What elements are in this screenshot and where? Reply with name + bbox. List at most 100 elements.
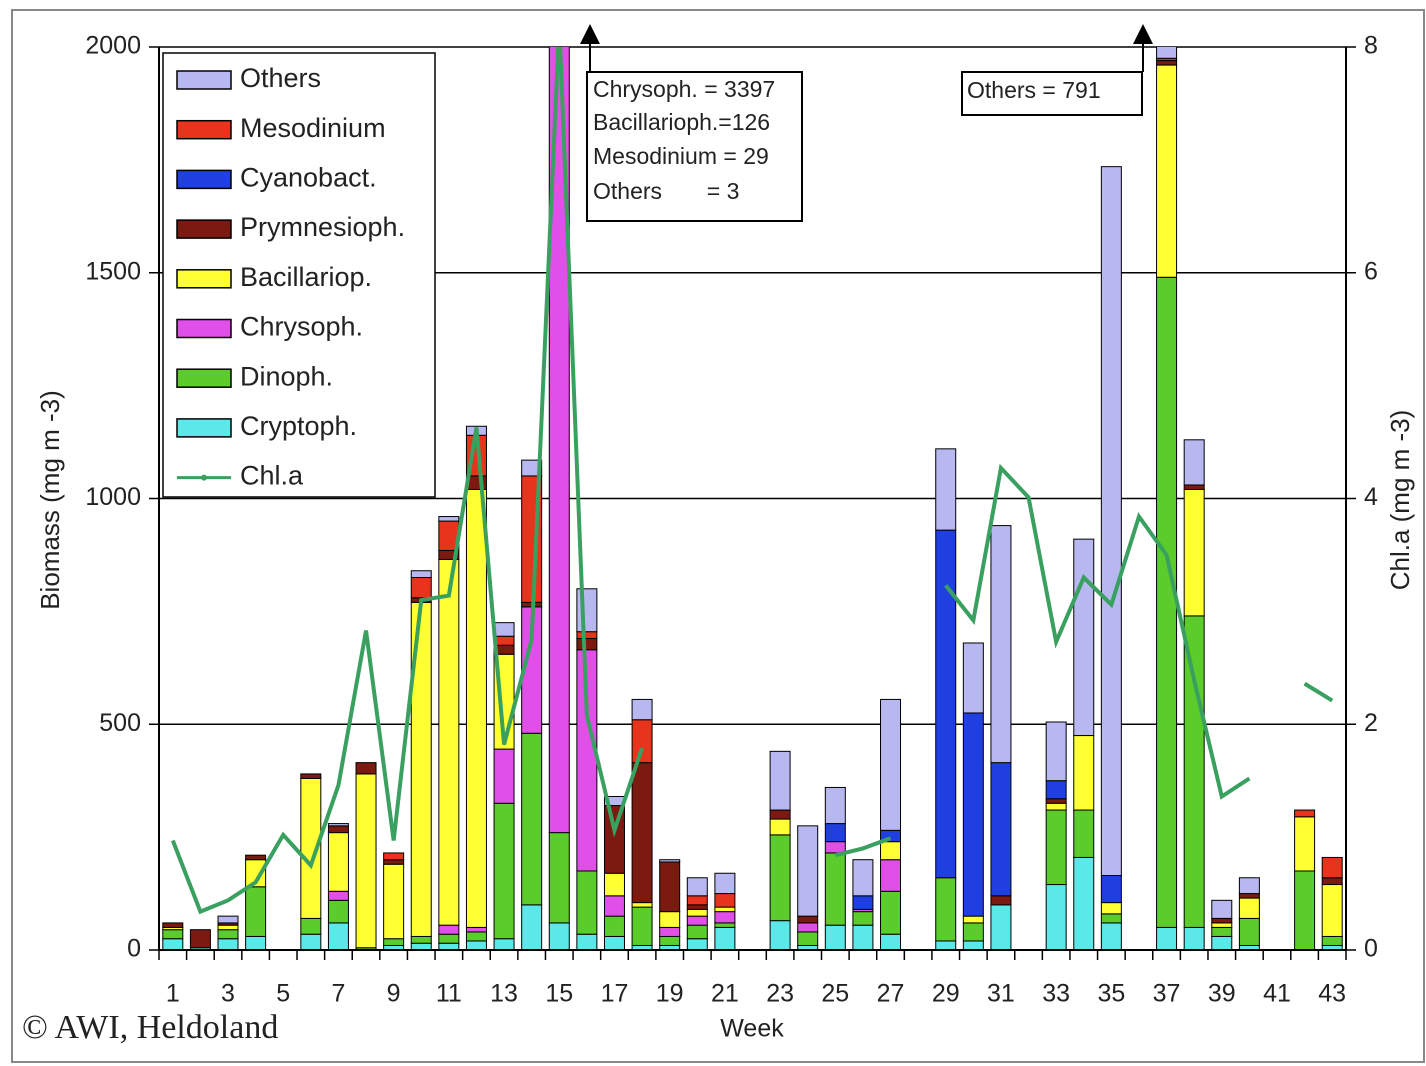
bar-segment bbox=[1156, 47, 1178, 59]
bar-segment bbox=[1073, 809, 1095, 858]
bar-segment bbox=[1045, 802, 1067, 811]
bar-segment bbox=[1100, 902, 1122, 915]
bar-segment bbox=[769, 809, 791, 820]
bar-segment bbox=[824, 823, 846, 843]
bar-segment bbox=[465, 488, 487, 928]
bar-segment bbox=[410, 570, 432, 579]
bar-segment bbox=[410, 935, 432, 944]
x-axis-label: Week bbox=[720, 1015, 784, 1043]
bar-segment bbox=[603, 935, 625, 951]
bar-segment bbox=[1211, 926, 1233, 937]
x-tick-label: 27 bbox=[877, 980, 905, 1008]
bar-segment bbox=[327, 823, 349, 827]
bar-segment bbox=[1073, 856, 1095, 951]
bar-segment bbox=[1073, 735, 1095, 811]
legend-label: Bacillariop. bbox=[240, 262, 372, 292]
bar-segment bbox=[438, 933, 460, 944]
bar-segment bbox=[603, 915, 625, 937]
x-tick-label: 7 bbox=[331, 980, 345, 1008]
bar-segment bbox=[410, 942, 432, 951]
bar-segment bbox=[880, 890, 902, 935]
y2-tick-label: 2 bbox=[1364, 709, 1378, 737]
bar-segment bbox=[383, 938, 405, 946]
x-tick-label: 35 bbox=[1097, 980, 1125, 1008]
annotation: Others = 3 bbox=[593, 178, 739, 204]
bar-segment bbox=[327, 899, 349, 924]
bar-segment bbox=[465, 926, 487, 933]
bar-segment bbox=[300, 917, 322, 935]
bar-segment bbox=[217, 924, 239, 931]
x-tick-label: 13 bbox=[490, 980, 518, 1008]
bar-segment bbox=[1294, 809, 1316, 818]
bar-segment bbox=[935, 529, 957, 879]
bar-segment bbox=[327, 832, 349, 892]
bar-segment bbox=[548, 47, 570, 834]
bar-segment bbox=[1156, 64, 1178, 278]
bar-segment bbox=[852, 895, 874, 910]
bar-segment bbox=[1183, 488, 1205, 617]
legend-swatch bbox=[176, 70, 232, 90]
bar-segment bbox=[1321, 884, 1343, 937]
bar-segment bbox=[990, 895, 1012, 906]
bar-segment bbox=[327, 890, 349, 901]
bar-segment bbox=[631, 762, 653, 904]
bar-segment bbox=[880, 698, 902, 831]
bar-segment bbox=[1100, 922, 1122, 951]
bar-segment bbox=[1211, 917, 1233, 924]
bar-segment bbox=[659, 861, 681, 913]
bar-segment bbox=[659, 911, 681, 928]
bar-segment bbox=[714, 906, 736, 913]
legend-label: Chrysoph. bbox=[240, 312, 363, 342]
bar-segment bbox=[162, 922, 184, 928]
bar-segment bbox=[465, 931, 487, 942]
bar-segment bbox=[962, 922, 984, 942]
bar-segment bbox=[438, 558, 460, 926]
bar-segment bbox=[1045, 780, 1067, 800]
y-tick-label: 1500 bbox=[85, 257, 141, 285]
bar-segment bbox=[1156, 276, 1178, 928]
bar-segment bbox=[686, 904, 708, 910]
bar-segment bbox=[962, 712, 984, 917]
bar-segment bbox=[162, 929, 184, 940]
x-tick-label: 23 bbox=[766, 980, 794, 1008]
bar-segment bbox=[714, 872, 736, 895]
bar-segment bbox=[631, 719, 653, 764]
legend-swatch bbox=[176, 418, 232, 438]
annotation-arrows bbox=[589, 40, 1144, 72]
bar-segment bbox=[493, 748, 515, 804]
bar-segment bbox=[714, 893, 736, 908]
bar-segment bbox=[686, 915, 708, 926]
bar-segment bbox=[631, 698, 653, 721]
bar-segment bbox=[1238, 893, 1260, 899]
legend-swatch bbox=[176, 269, 232, 289]
bar-segment bbox=[824, 786, 846, 825]
bar-segment bbox=[1100, 913, 1122, 924]
bar-segment bbox=[603, 872, 625, 897]
bar-segment bbox=[769, 750, 791, 811]
bar-segment bbox=[217, 915, 239, 924]
bar-segment bbox=[824, 924, 846, 951]
x-tick-label: 21 bbox=[711, 980, 739, 1008]
bar-segment bbox=[935, 940, 957, 951]
bar-segment bbox=[217, 929, 239, 940]
bar-segment bbox=[659, 926, 681, 937]
bar-segment bbox=[852, 924, 874, 951]
bar-segment bbox=[686, 938, 708, 951]
x-tick-label: 33 bbox=[1042, 980, 1070, 1008]
bar-segment bbox=[1294, 870, 1316, 951]
bar-segment bbox=[1321, 935, 1343, 946]
bar-segment bbox=[465, 940, 487, 951]
bar-segment bbox=[659, 935, 681, 946]
x-tick-label: 41 bbox=[1263, 980, 1291, 1008]
bar-segment bbox=[797, 825, 819, 917]
bar-segment bbox=[824, 852, 846, 926]
bar-segment bbox=[1183, 484, 1205, 490]
bar-segment bbox=[686, 908, 708, 917]
y2-tick-label: 4 bbox=[1364, 483, 1378, 511]
legend-label: Mesodinium bbox=[240, 113, 386, 143]
y-tick-label: 0 bbox=[127, 935, 141, 963]
bar-segment bbox=[576, 933, 598, 951]
bar-segment bbox=[1238, 917, 1260, 946]
bar-segment bbox=[1156, 60, 1178, 66]
